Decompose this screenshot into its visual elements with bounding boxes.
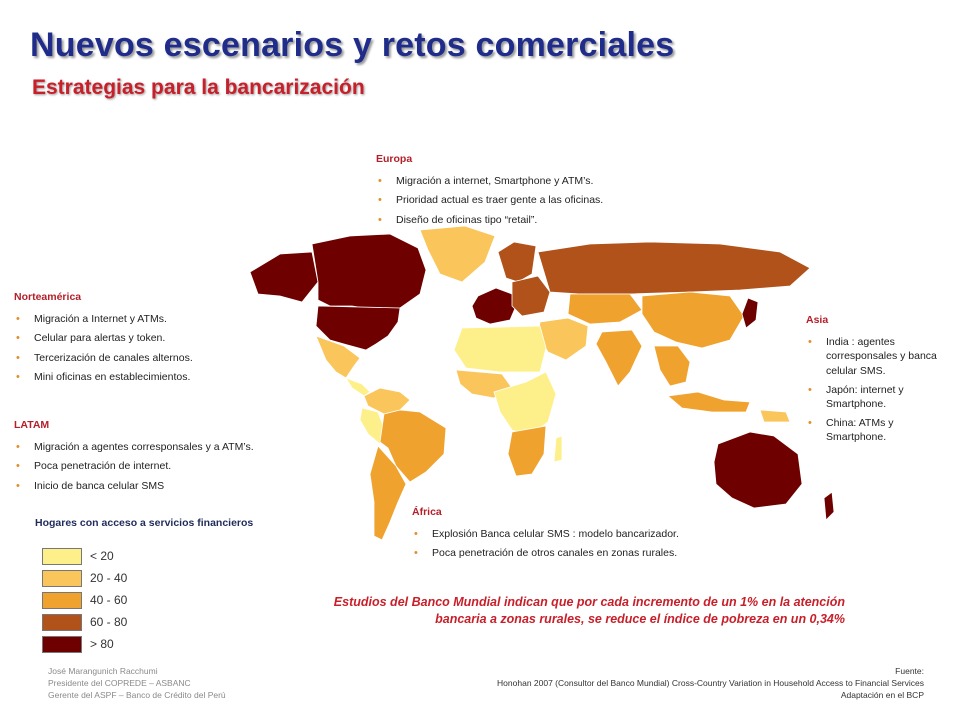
legend: < 20 20 - 40 40 - 60 60 - 80 > 80 <box>42 545 127 655</box>
region-latam: LATAM Migración a agentes corresponsales… <box>14 418 314 498</box>
map-region-central-africa <box>493 371 557 437</box>
map-region-alaska <box>250 251 319 303</box>
region-latam-title: LATAM <box>14 419 50 431</box>
author-line: Gerente del ASPF – Banco de Crédito del … <box>48 689 226 700</box>
map-region-greenland <box>419 225 496 283</box>
legend-row: < 20 <box>42 545 127 567</box>
list-item: Poca penetración de internet. <box>14 459 314 474</box>
region-africa-title: África <box>412 506 442 518</box>
map-region-new-zealand <box>823 491 835 521</box>
map-region-australia <box>713 431 803 509</box>
map-region-central-asia <box>567 293 643 325</box>
legend-title: Hogares con acceso a servicios financier… <box>35 517 254 529</box>
region-asia-title: Asia <box>806 314 829 326</box>
region-norteamerica: Norteamérica Migración a Internet y ATMs… <box>14 290 254 389</box>
source-line: Fuente: <box>895 666 924 676</box>
page-title: Nuevos escenarios y retos comerciales <box>30 26 675 64</box>
list-item: Celular para alertas y token. <box>14 331 254 346</box>
region-europa: Europa Migración a internet, Smartphone … <box>376 152 676 232</box>
map-region-usa <box>315 305 401 351</box>
study-note: Estudios del Banco Mundial indican que p… <box>333 595 845 626</box>
map-region-madagascar <box>553 435 563 463</box>
map-region-scandinavia <box>497 241 537 283</box>
region-europa-title: Europa <box>376 153 413 165</box>
map-region-eastern-europe <box>511 275 551 317</box>
world-map <box>250 225 835 541</box>
list-item: Poca penetración de otros canales en zon… <box>412 546 742 561</box>
region-asia: Asia India : agentes corresponsales y ba… <box>806 313 956 449</box>
list-item: Migración a internet, Smartphone y ATM’s… <box>376 174 676 189</box>
legend-swatch <box>42 569 82 587</box>
list-item: Migración a Internet y ATMs. <box>14 312 254 327</box>
legend-swatch <box>42 547 82 565</box>
list-item: Inicio de banca celular SMS <box>14 479 314 494</box>
list-item: Japón: internet y Smartphone. <box>806 383 956 411</box>
legend-swatch <box>42 635 82 653</box>
map-region-southern-africa <box>507 425 547 477</box>
legend-row: 60 - 80 <box>42 611 127 633</box>
list-item: Tercerización de canales alternos. <box>14 351 254 366</box>
author-info: José Marangunich Racchumi Presidente del… <box>48 666 226 702</box>
map-region-papua <box>759 409 791 423</box>
map-region-brazil <box>379 409 447 483</box>
map-region-colombia-venezuela <box>363 387 411 415</box>
legend-swatch <box>42 591 82 609</box>
source-line: Honohan 2007 (Consultor del Banco Mundia… <box>497 677 924 688</box>
legend-row: > 80 <box>42 633 127 655</box>
map-region-russia <box>537 241 811 295</box>
map-region-southern-cone <box>369 445 407 541</box>
source-line: Adaptación en el BCP <box>840 689 924 700</box>
page-subtitle: Estrategias para la bancarización <box>32 76 365 99</box>
map-region-north-africa <box>453 325 547 373</box>
region-africa: África Explosión Banca celular SMS : mod… <box>412 505 742 566</box>
region-norteamerica-title: Norteamérica <box>14 291 82 303</box>
map-region-japan <box>741 297 759 329</box>
map-region-peru <box>359 407 385 445</box>
list-item: Mini oficinas en establecimientos. <box>14 370 254 385</box>
source-info: Fuente: Honohan 2007 (Consultor del Banc… <box>497 666 924 702</box>
map-region-western-europe <box>471 287 517 325</box>
map-region-middle-east <box>537 317 589 361</box>
legend-label: 20 - 40 <box>90 571 128 585</box>
legend-label: < 20 <box>90 549 114 563</box>
list-item: Explosión Banca celular SMS : modelo ban… <box>412 527 742 542</box>
map-region-central-america <box>345 377 371 397</box>
list-item: Migración a agentes corresponsales y a A… <box>14 440 314 455</box>
legend-swatch <box>42 613 82 631</box>
legend-label: 40 - 60 <box>90 593 128 607</box>
map-region-mexico <box>315 335 361 379</box>
list-item: India : agentes corresponsales y banca c… <box>806 335 956 378</box>
map-region-canada <box>311 233 427 311</box>
legend-label: 60 - 80 <box>90 615 128 629</box>
list-item: China: ATMs y Smartphone. <box>806 416 956 444</box>
legend-label: > 80 <box>90 637 114 651</box>
list-item: Diseño de oficinas tipo “retail”. <box>376 213 676 228</box>
author-line: Presidente del COPREDE – ASBANC <box>48 677 191 688</box>
legend-row: 20 - 40 <box>42 567 127 589</box>
map-region-southeast-asia <box>653 345 691 387</box>
list-item: Prioridad actual es traer gente a las of… <box>376 193 676 208</box>
map-region-china <box>641 291 745 349</box>
map-region-indonesia <box>667 391 751 413</box>
legend-row: 40 - 60 <box>42 589 127 611</box>
author-line: José Marangunich Racchumi <box>48 666 158 676</box>
map-region-india <box>595 329 643 387</box>
